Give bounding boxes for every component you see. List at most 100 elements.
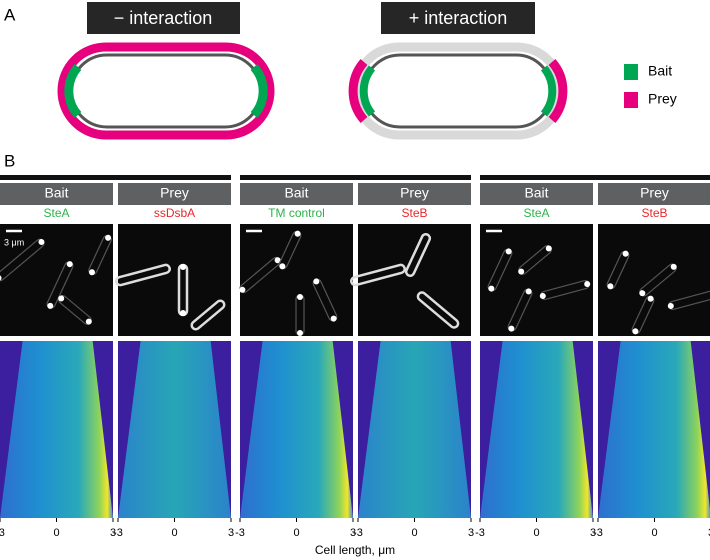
cell — [115, 263, 171, 287]
column-header-box — [240, 183, 353, 205]
x-tick-label: 0 — [533, 527, 539, 539]
cell-body — [190, 299, 226, 331]
pole-spot — [632, 328, 639, 335]
pole-spot — [0, 274, 2, 281]
bait-cap — [540, 65, 557, 117]
column-header: Prey — [400, 185, 429, 201]
pole-spot — [38, 239, 45, 246]
pole-spot — [88, 269, 95, 276]
protein-label: SteA — [43, 206, 69, 220]
protein-label: SteB — [401, 206, 427, 220]
heatmap — [598, 341, 710, 518]
cell-body — [115, 263, 171, 287]
pole-spot — [670, 263, 677, 270]
pole-spot — [239, 286, 246, 293]
pole-spot — [639, 290, 646, 297]
x-tick-label: 3 — [468, 527, 474, 539]
column-header-box — [480, 183, 593, 205]
x-tick-label: 0 — [293, 527, 299, 539]
pole-spot — [584, 281, 591, 288]
x-tick-label: 3 — [350, 527, 356, 539]
x-tick-label: 3 — [708, 527, 710, 539]
x-tick-label: 3 — [110, 527, 116, 539]
x-tick-label: -3 — [113, 527, 123, 539]
cell — [404, 232, 432, 278]
pole-spot — [297, 330, 303, 336]
pole-spot — [647, 295, 654, 302]
cell — [312, 278, 338, 322]
micrograph — [0, 224, 113, 336]
pole-spot — [525, 288, 532, 295]
group-bar — [0, 175, 231, 180]
protein-label: TM control — [268, 206, 325, 220]
pole-spot — [607, 283, 614, 290]
x-tick-label: 0 — [651, 527, 657, 539]
pole-spot — [180, 264, 186, 270]
pole-spot — [667, 302, 674, 309]
prey-cap — [348, 59, 368, 123]
cell — [278, 230, 302, 270]
cell-body — [404, 232, 432, 278]
pole-spot — [105, 234, 112, 241]
cell — [239, 256, 281, 294]
x-tick-label: 0 — [411, 527, 417, 539]
pole-spot — [58, 295, 65, 302]
panel-label: B — [4, 151, 15, 170]
cell-body — [350, 263, 406, 287]
cell — [416, 291, 460, 329]
heatmap — [0, 341, 113, 518]
cell — [58, 295, 92, 325]
pole-spot — [508, 325, 515, 332]
cell-membrane — [69, 53, 263, 129]
x-tick-label: 3 — [228, 527, 234, 539]
cell — [295, 294, 305, 336]
bait-cap — [64, 64, 82, 118]
legend-label: Prey — [648, 91, 677, 107]
cell-body — [416, 291, 460, 329]
condition-title: + interaction — [409, 8, 508, 28]
pole-spot — [294, 230, 301, 237]
pole-spot — [180, 310, 186, 316]
heatmap — [118, 341, 231, 518]
heatmap — [240, 341, 353, 518]
pole-spot — [539, 292, 546, 299]
micrograph — [118, 224, 231, 336]
panel-label: A — [4, 5, 16, 24]
pole-spot — [85, 318, 92, 325]
x-tick-label: -3 — [353, 527, 363, 539]
column-header-box — [118, 183, 231, 205]
pole-spot — [518, 268, 525, 275]
heatmap — [358, 341, 471, 518]
protein-label: SteB — [641, 206, 667, 220]
cell — [88, 234, 112, 276]
x-tick-label: -3 — [235, 527, 245, 539]
condition-box — [87, 2, 240, 34]
group-bar — [480, 175, 710, 180]
cell — [518, 245, 552, 275]
cell — [539, 279, 591, 301]
legend-label: Bait — [648, 63, 672, 79]
group-bar — [240, 175, 471, 180]
x-tick-label: 3 — [590, 527, 596, 539]
micrograph — [480, 224, 593, 336]
column-header: Prey — [160, 185, 189, 201]
cell-membrane — [362, 53, 554, 129]
x-tick-label: -3 — [0, 527, 5, 539]
column-header: Prey — [640, 185, 669, 201]
condition-title: − interaction — [114, 8, 213, 28]
column-header-box — [358, 183, 471, 205]
cell — [350, 263, 406, 287]
x-tick-label: -3 — [593, 527, 603, 539]
pole-spot — [279, 263, 286, 270]
x-tick-label: -3 — [475, 527, 485, 539]
cell — [631, 295, 655, 335]
pole-spot — [66, 261, 73, 268]
micrograph — [598, 224, 710, 336]
x-tick-label: 0 — [171, 527, 177, 539]
x-axis-label: Cell length, μm — [315, 543, 395, 557]
protein-label: SteA — [523, 206, 549, 220]
cell — [507, 288, 533, 332]
cell — [177, 263, 189, 317]
cell — [639, 263, 677, 297]
